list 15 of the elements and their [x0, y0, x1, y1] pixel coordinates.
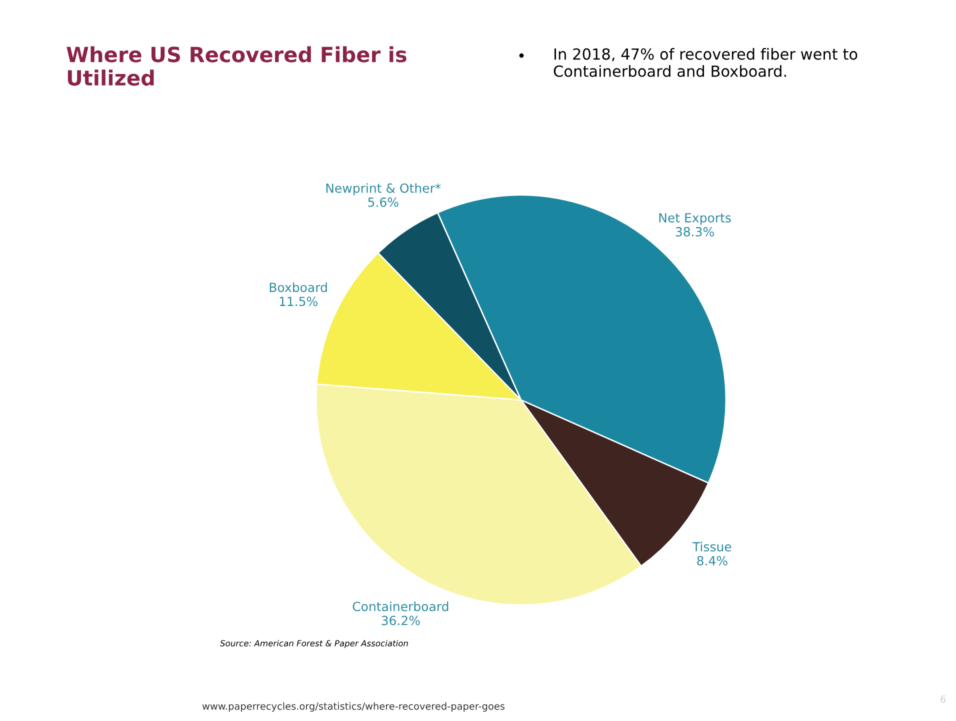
text: www.paperrecycles.org/statistics/where-recovered-paper-goes — [202, 702, 504, 712]
data-label: 36.2% — [382, 616, 420, 626]
data-label: 38.3% — [676, 227, 714, 236]
slice-label: Newprint & Other* — [326, 183, 441, 196]
slice-label: Containerboard — [352, 602, 448, 612]
text: In 2018, 47% of recovered fiber went to Containerboard and Boxboard. — [554, 48, 858, 77]
source-note: Source: American Forest & Paper Association — [220, 640, 408, 648]
data-label: 5.6% — [368, 197, 398, 207]
text: • — [519, 53, 524, 58]
data-label: 8.4% — [697, 556, 728, 566]
slice-label: Tissue — [692, 542, 732, 552]
slice-label: Boxboard — [270, 282, 327, 292]
data-label: 11.5% — [280, 296, 318, 306]
slice-label: Net Exports — [659, 213, 731, 225]
chart-title: Where US Recovered Fiber is Utilized — [66, 46, 406, 86]
